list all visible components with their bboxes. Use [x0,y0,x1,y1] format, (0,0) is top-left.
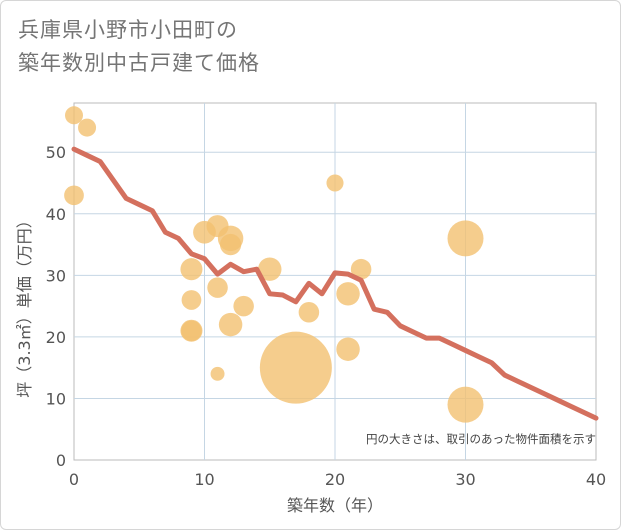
chart-title: 兵庫県小野市小田町の 築年数別中古戸建て価格 [18,14,260,80]
chart-title-line-1: 兵庫県小野市小田町の [18,18,238,42]
x-tick-label-0: 0 [69,470,79,489]
tick-labels: 0 10 20 30 40 0 10 20 30 40 50 [46,143,607,489]
data-point-23 [447,386,484,423]
y-tick-label-40: 40 [46,205,66,224]
data-point-6 [181,320,202,342]
trend-layer [71,146,599,421]
y-tick-label-50: 50 [46,143,66,162]
data-point-21 [350,258,372,280]
x-tick-label-30: 30 [455,470,475,489]
data-point-2 [64,185,84,206]
data-point-9 [207,277,228,298]
data-point-1 [78,118,97,137]
data-point-4 [181,290,202,310]
data-point-0 [65,106,83,125]
chart-title-line-2: 築年数別中古戸建て価格 [18,51,260,75]
data-point-20 [336,337,360,361]
data-point-19 [336,282,360,306]
data-point-17 [298,302,320,323]
data-point-16 [259,331,332,404]
x-tick-label-10: 10 [194,470,214,489]
data-point-14 [233,295,254,317]
y-tick-label-0: 0 [56,451,66,470]
data-point-15 [258,257,282,281]
grid-lines [74,103,596,460]
x-tick-label-20: 20 [325,470,345,489]
y-tick-label-10: 10 [46,389,66,408]
y-tick-label-20: 20 [46,328,66,347]
size-annotation: 円の大きさは、取引のあった物件面積を示す [366,432,596,446]
data-point-10 [210,366,225,381]
y-tick-label-30: 30 [46,266,66,285]
y-axis-title: 坪（3.3㎡）単価（万円） [15,212,34,397]
x-tick-label-40: 40 [586,470,606,489]
trend-line [71,146,599,421]
data-point-13 [218,312,243,337]
data-point-18 [326,174,344,192]
bubble-layer [64,106,484,423]
data-point-22 [447,220,484,257]
x-axis-title: 築年数（年） [287,496,383,515]
data-point-12 [219,233,242,256]
data-point-3 [180,258,203,281]
